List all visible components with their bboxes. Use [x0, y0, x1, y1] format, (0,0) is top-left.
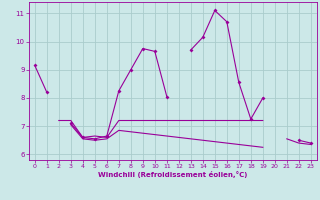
X-axis label: Windchill (Refroidissement éolien,°C): Windchill (Refroidissement éolien,°C)	[98, 171, 247, 178]
